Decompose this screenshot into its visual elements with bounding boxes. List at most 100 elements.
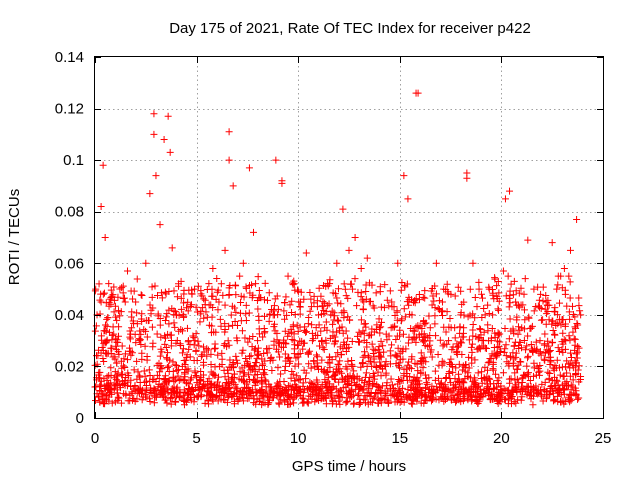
background-point (497, 386, 505, 394)
background-point (342, 348, 350, 356)
background-point (417, 392, 425, 400)
y-tick-labels: 0 0.02 0.04 0.06 0.08 0.1 0.12 0.14 (55, 49, 84, 427)
background-point (242, 283, 250, 291)
background-point (141, 372, 149, 380)
background-point (516, 357, 524, 365)
background-point (167, 331, 175, 339)
background-point (258, 355, 266, 363)
background-point (496, 338, 504, 346)
background-point (422, 358, 430, 366)
data-point (451, 324, 459, 332)
background-point (540, 341, 548, 349)
background-point (169, 374, 177, 382)
background-point (282, 293, 290, 301)
background-point (505, 362, 513, 370)
data-point (375, 324, 383, 332)
y-tick-label: 0 (76, 410, 84, 427)
background-point (429, 394, 437, 402)
background-point (96, 374, 104, 382)
background-point (247, 352, 255, 360)
background-point (189, 387, 197, 395)
background-point (563, 357, 571, 365)
background-point (512, 287, 520, 295)
background-point (310, 357, 318, 365)
background-point (242, 301, 250, 309)
background-point (304, 399, 312, 407)
background-point (508, 393, 516, 401)
background-point (117, 399, 125, 407)
data-point (97, 203, 105, 211)
background-point (232, 308, 240, 316)
data-point (518, 324, 526, 332)
background-point (136, 373, 144, 381)
background-point (295, 360, 303, 368)
background-point (101, 400, 109, 408)
background-point (126, 335, 134, 343)
background-point (107, 379, 115, 387)
background-point (102, 327, 110, 335)
background-point (287, 392, 295, 400)
background-point (420, 317, 428, 325)
background-point (211, 345, 219, 353)
background-point (369, 302, 377, 310)
background-point (398, 395, 406, 403)
plot-frame (94, 56, 604, 419)
background-point (294, 288, 302, 296)
background-point (469, 332, 477, 340)
background-point (231, 317, 239, 325)
background-point (396, 349, 404, 357)
background-point (535, 389, 543, 397)
background-point (288, 279, 296, 287)
background-point (551, 331, 559, 339)
background-point (250, 363, 258, 371)
background-point (411, 385, 419, 393)
background-point (471, 376, 479, 384)
background-point (556, 385, 564, 393)
background-point (196, 318, 204, 326)
background-point (251, 378, 259, 386)
background-point (274, 339, 282, 347)
background-point (106, 295, 114, 303)
background-point (363, 362, 371, 370)
data-point (536, 337, 544, 345)
background-point (105, 328, 113, 336)
background-point (166, 395, 174, 403)
background-point (413, 393, 421, 401)
data-point (209, 264, 217, 272)
background-point (224, 337, 232, 345)
background-point (182, 379, 190, 387)
background-point (473, 384, 481, 392)
x-tick-label: 10 (290, 430, 307, 447)
background-point (374, 390, 382, 398)
data-point (321, 324, 329, 332)
data-point (408, 311, 416, 319)
background-point (177, 277, 185, 285)
data-point (566, 246, 574, 254)
background-point (518, 393, 526, 401)
background-point (526, 377, 534, 385)
background-point (344, 334, 352, 342)
background-point (294, 286, 302, 294)
background-point (242, 355, 250, 363)
background-point (246, 352, 254, 360)
background-point (376, 358, 384, 366)
chart-title: Day 175 of 2021, Rate Of TEC Index for r… (169, 20, 531, 37)
background-point (404, 339, 412, 347)
background-point (385, 302, 393, 310)
background-point (387, 352, 395, 360)
background-point (273, 336, 281, 344)
background-point (351, 275, 359, 283)
background-point (184, 298, 192, 306)
background-point (366, 380, 374, 388)
background-point (163, 399, 171, 407)
background-point (141, 342, 149, 350)
background-point (193, 393, 201, 401)
background-point (394, 344, 402, 352)
background-point (308, 390, 316, 398)
background-point (384, 396, 392, 404)
background-point (347, 280, 355, 288)
data-point (296, 350, 304, 358)
background-point (274, 305, 282, 313)
background-point (115, 394, 123, 402)
data-point (178, 362, 186, 370)
